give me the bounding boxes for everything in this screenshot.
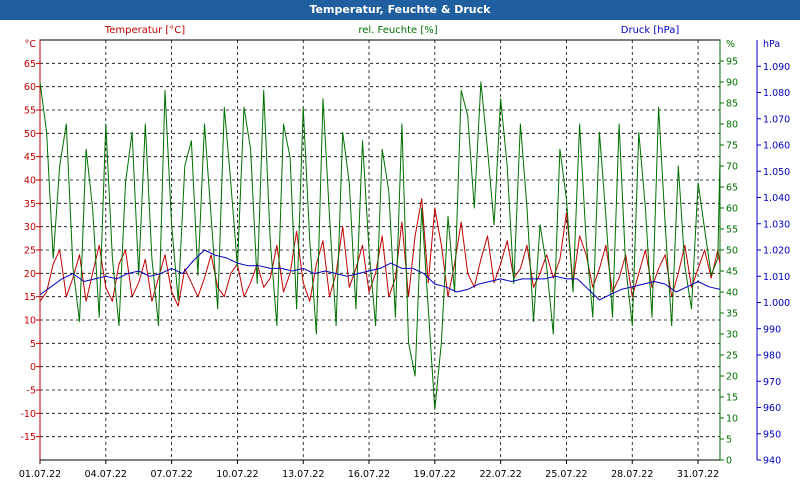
humidity-tick-label: 65	[726, 183, 738, 194]
temp-tick-label: 30	[24, 222, 36, 233]
series-line-humidity	[39, 81, 721, 411]
series-line-pressure	[39, 249, 721, 301]
temp-tick-label: 65	[24, 59, 36, 70]
temp-tick-label: 35	[24, 199, 36, 210]
humidity-tick-label: 45	[726, 267, 738, 278]
humidity-tick-label: 95	[726, 57, 738, 68]
temp-tick-label: 50	[24, 129, 36, 140]
x-tick-label: 31.07.22	[677, 469, 719, 480]
humidity-tick-label: 10	[726, 414, 738, 425]
humidity-tick-label: 60	[726, 204, 738, 215]
x-tick-label: 04.07.22	[85, 469, 127, 480]
x-tick-label: 10.07.22	[216, 469, 258, 480]
humidity-tick-label: 0	[726, 456, 732, 467]
pressure-tick-label: 1.060	[763, 141, 790, 152]
pressure-unit-label: hPa	[763, 39, 780, 50]
temp-tick-label: -5	[27, 386, 36, 397]
temp-unit-label: °C	[25, 39, 37, 50]
pressure-tick-label: 970	[763, 377, 781, 388]
pressure-tick-label: 1.080	[763, 88, 790, 99]
pressure-tick-label: 1.090	[763, 62, 790, 73]
humidity-tick-label: 70	[726, 162, 738, 173]
pressure-tick-label: 990	[763, 324, 781, 335]
temp-tick-label: 45	[24, 152, 36, 163]
x-tick-label: 01.07.22	[19, 469, 61, 480]
humidity-tick-label: 15	[726, 393, 738, 404]
x-tick-label: 25.07.22	[545, 469, 587, 480]
pressure-tick-label: 1.070	[763, 114, 790, 125]
temp-tick-label: 25	[24, 246, 36, 257]
humidity-tick-label: 40	[726, 288, 738, 299]
humidity-tick-label: 80	[726, 120, 738, 131]
x-tick-label: 28.07.22	[611, 469, 653, 480]
pressure-tick-label: 1.000	[763, 298, 790, 309]
x-tick-label: 16.07.22	[348, 469, 390, 480]
humidity-tick-label: 50	[726, 246, 738, 257]
legend-pressure: Druck [hPa]	[621, 25, 680, 36]
pressure-tick-label: 1.020	[763, 246, 790, 257]
humidity-tick-label: 5	[726, 435, 732, 446]
x-tick-label: 19.07.22	[414, 469, 456, 480]
humidity-tick-label: 75	[726, 141, 738, 152]
humidity-tick-label: 35	[726, 309, 738, 320]
legend-temperature: Temperatur [°C]	[104, 25, 185, 36]
x-tick-label: 13.07.22	[282, 469, 324, 480]
humidity-tick-label: 25	[726, 351, 738, 362]
humidity-tick-label: 85	[726, 99, 738, 110]
x-tick-label: 22.07.22	[479, 469, 521, 480]
legend-humidity: rel. Feuchte [%]	[358, 25, 437, 36]
pressure-tick-label: 1.030	[763, 219, 790, 230]
temp-tick-label: -10	[20, 409, 36, 420]
temp-tick-label: 15	[24, 292, 36, 303]
humidity-tick-label: 30	[726, 330, 738, 341]
temp-tick-label: 60	[24, 82, 36, 93]
temp-tick-label: 10	[24, 316, 36, 327]
temp-tick-label: 0	[30, 362, 36, 373]
temp-tick-label: 40	[24, 176, 36, 187]
pressure-tick-label: 950	[763, 429, 781, 440]
temp-tick-label: -15	[20, 432, 36, 443]
chart-title: Temperatur, Feuchte & Druck	[0, 0, 800, 20]
pressure-tick-label: 940	[763, 456, 781, 467]
chart-canvas: 65605550454035302520151050-5-10-1501.07.…	[19, 25, 790, 480]
temp-tick-label: 5	[30, 339, 36, 350]
x-tick-label: 07.07.22	[150, 469, 192, 480]
temp-tick-label: 55	[24, 106, 36, 117]
humidity-unit-label: %	[726, 39, 735, 50]
pressure-tick-label: 1.050	[763, 167, 790, 178]
pressure-tick-label: 1.040	[763, 193, 790, 204]
pressure-tick-label: 980	[763, 351, 781, 362]
humidity-tick-label: 55	[726, 225, 738, 236]
temp-tick-label: 20	[24, 269, 36, 280]
humidity-tick-label: 90	[726, 78, 738, 89]
pressure-tick-label: 960	[763, 403, 781, 414]
pressure-tick-label: 1.010	[763, 272, 790, 283]
humidity-tick-label: 20	[726, 372, 738, 383]
